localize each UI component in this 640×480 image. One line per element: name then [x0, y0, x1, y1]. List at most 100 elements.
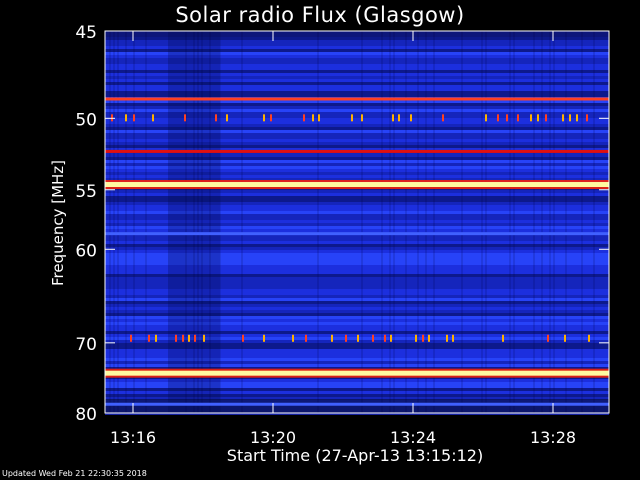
spectrogram-row: [105, 361, 609, 364]
spike-marker: [305, 334, 307, 342]
spectrogram-column: [405, 31, 407, 413]
spectrogram-row: [105, 331, 609, 334]
x-tick-label: 13:16: [110, 428, 156, 447]
spectrogram-row: [105, 127, 609, 130]
spectrogram-row: [105, 109, 609, 112]
spectrogram-row: [105, 175, 609, 178]
spectrogram-row: [105, 91, 609, 94]
y-tick-label: 45: [75, 23, 97, 43]
spectrogram-row: [105, 106, 609, 109]
spectrogram-column: [201, 31, 203, 413]
spike-marker: [361, 114, 363, 122]
spike-marker: [215, 114, 217, 122]
spectrogram-column: [133, 31, 135, 413]
spectrogram-row: [105, 313, 609, 316]
spectrogram-row: [105, 280, 609, 283]
spectrogram-row: [105, 286, 609, 289]
spike-marker: [194, 334, 196, 342]
spike-marker: [530, 114, 532, 122]
x-axis-label: Start Time (27-Apr-13 13:15:12): [227, 446, 483, 465]
spectrogram-row: [105, 259, 609, 262]
emission-line: [105, 370, 609, 376]
spectrogram-column: [125, 31, 127, 413]
spectrogram-column: [117, 31, 119, 413]
spike-marker: [442, 114, 444, 122]
spectrogram-column: [209, 31, 211, 413]
spectrogram-column: [485, 31, 487, 413]
spectrogram-row: [105, 196, 609, 199]
spike-marker: [547, 334, 549, 342]
spectrogram-row: [105, 226, 609, 229]
spike-marker: [175, 334, 177, 342]
spike-marker: [517, 114, 519, 122]
spike-marker: [545, 114, 547, 122]
emission-line: [105, 232, 609, 236]
spectrogram-row: [105, 247, 609, 250]
y-tick-label: 80: [75, 405, 97, 425]
spectrogram-row: [105, 397, 609, 400]
spectrogram-row: [105, 100, 609, 103]
spectrogram-row: [105, 76, 609, 79]
spectrogram-column: [433, 31, 435, 413]
spectrogram-row: [105, 394, 609, 397]
spectrogram-row: [105, 298, 609, 301]
spectrogram-row: [105, 163, 609, 166]
spike-marker: [415, 334, 417, 342]
spectrogram-row: [105, 202, 609, 205]
spectrogram-row: [105, 55, 609, 58]
spike-marker: [312, 114, 314, 122]
axes: 45 50 55 60 70 80 13:16 13:20 13:24 13:28: [75, 23, 610, 447]
spectrogram-row: [105, 154, 609, 157]
spike-marker: [502, 334, 504, 342]
spectrogram-row: [105, 307, 609, 310]
y-tick-label: 60: [75, 241, 97, 261]
spectrogram-row: [105, 217, 609, 220]
spectrogram-row: [105, 256, 609, 259]
spike-marker: [428, 334, 430, 342]
spectrogram-row: [105, 79, 609, 82]
spectrogram-row: [105, 205, 609, 208]
spectrogram-row: [105, 289, 609, 292]
spectrogram-column: [541, 31, 543, 413]
spectrogram-column: [113, 31, 115, 413]
spectrogram-row: [105, 193, 609, 196]
spectrogram-column: [393, 31, 395, 413]
spectrogram-row: [105, 64, 609, 67]
x-tick-label: 13:20: [250, 428, 296, 447]
emission-lines: [105, 97, 609, 406]
spectrogram-column: [417, 31, 419, 413]
spike-marker: [398, 114, 400, 122]
spectrogram-column: [581, 31, 583, 413]
spectrogram-row: [105, 388, 609, 391]
spike-marker: [331, 334, 333, 342]
spectrogram-row: [105, 271, 609, 274]
spike-marker: [148, 334, 150, 342]
emission-line: [105, 97, 609, 101]
spike-marker: [485, 114, 487, 122]
spike-marker: [410, 114, 412, 122]
spectrogram-column: [145, 31, 147, 413]
emission-line: [105, 149, 609, 153]
spectrogram-row: [105, 379, 609, 382]
y-tick-label: 50: [75, 110, 97, 130]
spectrogram-row: [105, 169, 609, 172]
emission-line: [105, 182, 609, 188]
spectrogram-row: [105, 52, 609, 55]
spike-marker: [155, 334, 157, 342]
spike-marker: [292, 334, 294, 342]
spectrogram-row: [105, 355, 609, 358]
spectrogram-row: [105, 262, 609, 265]
spectrogram-row: [105, 46, 609, 49]
spectrogram-row: [105, 73, 609, 76]
spectrogram-row: [105, 130, 609, 133]
spike-marker: [318, 114, 320, 122]
spike-marker: [357, 334, 359, 342]
spike-marker: [152, 114, 154, 122]
spike-marker: [182, 334, 184, 342]
spectrogram-row: [105, 157, 609, 160]
spike-marker: [384, 334, 386, 342]
spectrogram-row: [105, 88, 609, 91]
spectrogram-row: [105, 322, 609, 325]
spike-markers: [111, 114, 590, 342]
spike-marker: [422, 334, 424, 342]
